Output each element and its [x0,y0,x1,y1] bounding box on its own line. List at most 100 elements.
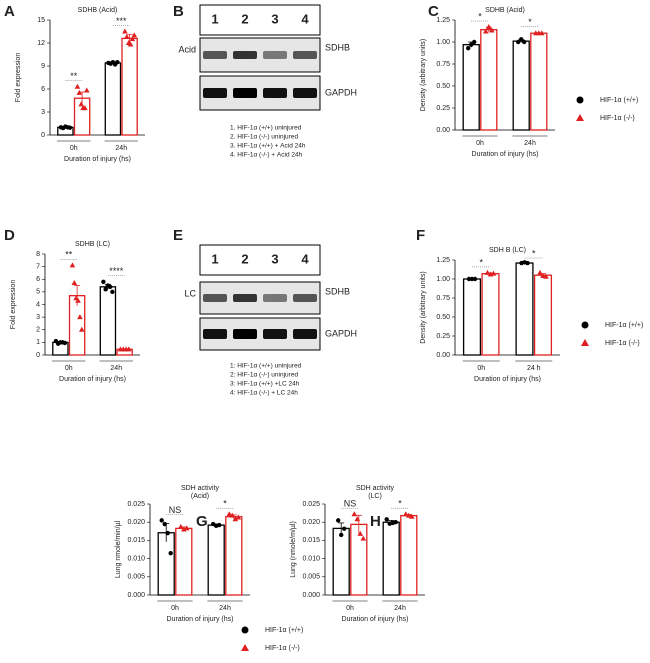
data-point [75,297,81,303]
y-axis-label: Lung nmole/min/µl [115,520,122,578]
data-point [403,511,409,517]
y-tick-label: 6 [36,276,40,283]
y-tick-label: 6 [41,86,45,93]
blot: B 1 2 3 4 SDHB GAPDH Acid 1. HIF-1α (+/+) uninju… [173,3,357,159]
band [263,51,287,59]
data-point [357,530,364,536]
data-point [115,59,120,65]
y-tick-label: 12 [37,40,45,47]
panel-letter: B [173,3,184,20]
significance-label: * [223,499,227,509]
y-tick-label: 1.25 [436,17,450,24]
y-tick-label: 1.00 [436,39,450,46]
y-tick-label: 0 [41,132,45,139]
chart-title: SDH activity [356,485,395,492]
y-tick-label: 0 [36,352,40,359]
blot: E 1 2 3 4 SDHB GAPDH LC 1: HIF-1α (+/+) uninjure… [173,227,357,397]
legend-marker [576,114,584,121]
band [203,294,227,302]
legend-label: HIF-1α (+/+) [605,322,643,329]
x-axis-label: Duration of injury (hs) [64,156,131,163]
band [263,294,287,302]
bar [157,532,175,596]
y-tick-label: 1 [36,339,40,346]
chart-title: SDHB (Acid) [78,7,118,14]
significance-label: **** [109,266,124,276]
x-axis-label: Duration of injury (hs) [342,616,409,623]
y-tick-label: 0.015 [302,537,320,544]
key-line: 2: HIF-1α (-/-) uninjured [230,372,298,379]
bar-chart: G SDH activity(Acid) 0.000 0.005 0.010 0.015 0… [115,485,303,652]
lane-number: 3 [271,11,278,26]
legend-marker [581,321,589,329]
x-tick-label: 24h [219,605,231,612]
bar [225,516,243,596]
key-line: 3: HIF-1α (+/+) +LC 24h [230,381,300,388]
data-point [484,269,491,275]
data-point [235,514,242,520]
y-tick-label: 0.010 [127,555,145,562]
bar-chart: H SDH activity(LC) 0.000 0.005 0.010 0.015 0.0… [290,485,425,623]
data-point [519,37,524,42]
data-point [103,287,108,292]
band [293,329,317,339]
data-point [384,517,389,522]
key-line: 2. HIF-1α (-/-) uninjured [230,134,298,141]
data-point [351,511,358,517]
data-point [184,525,190,531]
bar [462,278,482,356]
data-point [217,522,222,528]
legend-marker [241,644,249,651]
data-point [360,535,367,541]
chart-subtitle: (Acid) [191,493,209,500]
x-axis-label: Duration of injury (hs) [474,376,541,383]
lane-box [199,4,321,36]
data-point [122,28,128,34]
band [233,88,257,98]
y-tick-label: 5 [36,289,40,296]
data-point [178,523,184,529]
significance-label: ** [65,250,73,260]
key-line: 3. HIF-1α (+/+) + Acid 24h [230,143,306,150]
data-point [393,520,398,525]
y-axis-label: Fold expression [15,53,22,103]
data-point [354,516,361,522]
y-tick-label: 4 [36,301,40,308]
bar [99,286,117,356]
data-point [101,279,106,284]
bar [382,521,400,596]
band [203,88,227,98]
data-point [483,28,489,34]
data-point [336,518,341,523]
y-tick-label: 9 [41,63,45,70]
x-tick-label: 0h [171,605,179,612]
data-point [62,340,68,346]
x-tick-label: 24h [524,140,536,147]
data-point [107,284,113,290]
key-line: 4. HIF-1α (-/-) + Acid 24h [230,152,303,159]
band [263,88,287,98]
y-tick-label: 8 [36,251,40,258]
band [203,51,227,59]
data-point [522,39,527,45]
legend-label: HIF-1α (-/-) [605,340,640,347]
chart-title: SDHB (LC) [75,241,110,248]
significance-label: ** [70,71,78,81]
data-point [129,36,136,42]
y-axis-label: Lung (nmole/m/µl) [290,521,297,578]
y-tick-label: 0.010 [302,555,320,562]
significance-label: *** [116,16,127,26]
y-axis-label: Density (arbitrary units) [420,39,427,111]
data-point [409,513,415,519]
significance-label: * [398,499,402,509]
y-tick-label: 7 [36,263,40,270]
x-axis-label: Duration of injury (hs) [472,151,539,158]
lane-number: 2 [241,251,248,266]
y-tick-label: 0.25 [436,333,450,340]
data-point [486,24,492,30]
data-point [342,526,347,531]
panel-letter: D [4,227,15,244]
data-point [232,516,239,522]
row-label: LC [184,288,196,298]
